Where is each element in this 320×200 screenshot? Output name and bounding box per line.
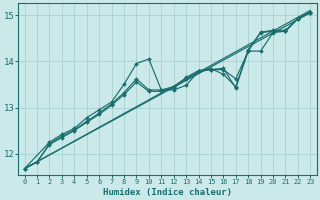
- X-axis label: Humidex (Indice chaleur): Humidex (Indice chaleur): [103, 188, 232, 197]
